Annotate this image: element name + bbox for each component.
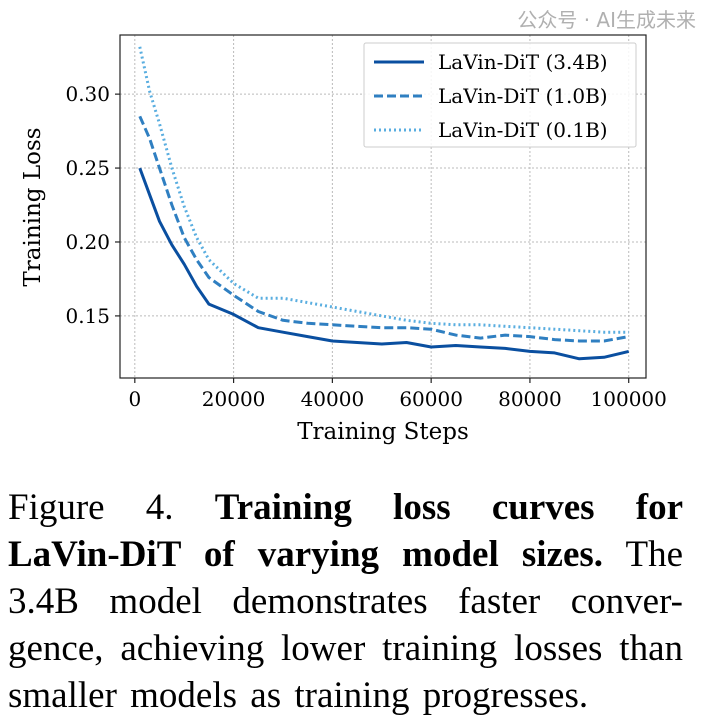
caption-line-1: Figure 4. Training loss curves for bbox=[8, 484, 683, 531]
legend-label: LaVin-DiT (0.1B) bbox=[438, 118, 608, 142]
y-axis-label: Training Loss bbox=[20, 127, 46, 286]
x-tick-label: 40000 bbox=[301, 387, 365, 411]
x-tick-label: 60000 bbox=[399, 387, 463, 411]
loss-chart: 0 20000 40000 60000 80000 100000 0.15 0.20 0.25… bbox=[20, 34, 667, 445]
legend-label: LaVin-DiT (1.0B) bbox=[438, 84, 608, 108]
x-axis-label: Training Steps bbox=[297, 419, 469, 445]
x-tick-label: 80000 bbox=[498, 387, 562, 411]
caption-line-3: 3.4B model demonstrates faster conver- bbox=[8, 581, 683, 622]
caption-title-part1: Training loss curves for bbox=[214, 487, 684, 528]
x-tick-label: 100000 bbox=[591, 387, 667, 411]
x-axis: 0 20000 40000 60000 80000 100000 bbox=[128, 378, 667, 411]
series-lines bbox=[138, 46, 630, 361]
x-tick-label: 20000 bbox=[202, 387, 266, 411]
caption-line-4: gence, achieving lower training losses t… bbox=[8, 628, 683, 669]
caption-title-part2: LaVin-DiT of varying model sizes. bbox=[8, 534, 604, 575]
y-tick-label: 0.15 bbox=[65, 304, 110, 328]
y-tick-label: 0.30 bbox=[65, 82, 110, 106]
series-line-1 bbox=[138, 115, 629, 343]
series-line-2 bbox=[138, 46, 629, 334]
watermark: 公众号 · AI生成未来 bbox=[517, 8, 696, 32]
y-tick-label: 0.20 bbox=[65, 230, 110, 254]
legend: LaVin-DiT (3.4B) LaVin-DiT (1.0B) LaVin-Di… bbox=[363, 42, 637, 148]
figure-label: Figure 4. bbox=[8, 487, 174, 528]
y-tick-label: 0.25 bbox=[65, 156, 110, 180]
x-tick-label: 0 bbox=[128, 387, 141, 411]
figure-caption: Figure 4. Training loss curves for LaVin… bbox=[8, 484, 683, 719]
caption-line-5: smaller models as training progresses. bbox=[8, 675, 589, 716]
y-axis: 0.15 0.20 0.25 0.30 bbox=[65, 82, 120, 328]
caption-line-2: LaVin-DiT of varying model sizes. The bbox=[8, 531, 683, 578]
caption-text-part: The bbox=[625, 534, 683, 575]
plot-frame bbox=[119, 34, 647, 379]
legend-label: LaVin-DiT (3.4B) bbox=[438, 50, 608, 74]
series-line-0 bbox=[138, 167, 630, 361]
